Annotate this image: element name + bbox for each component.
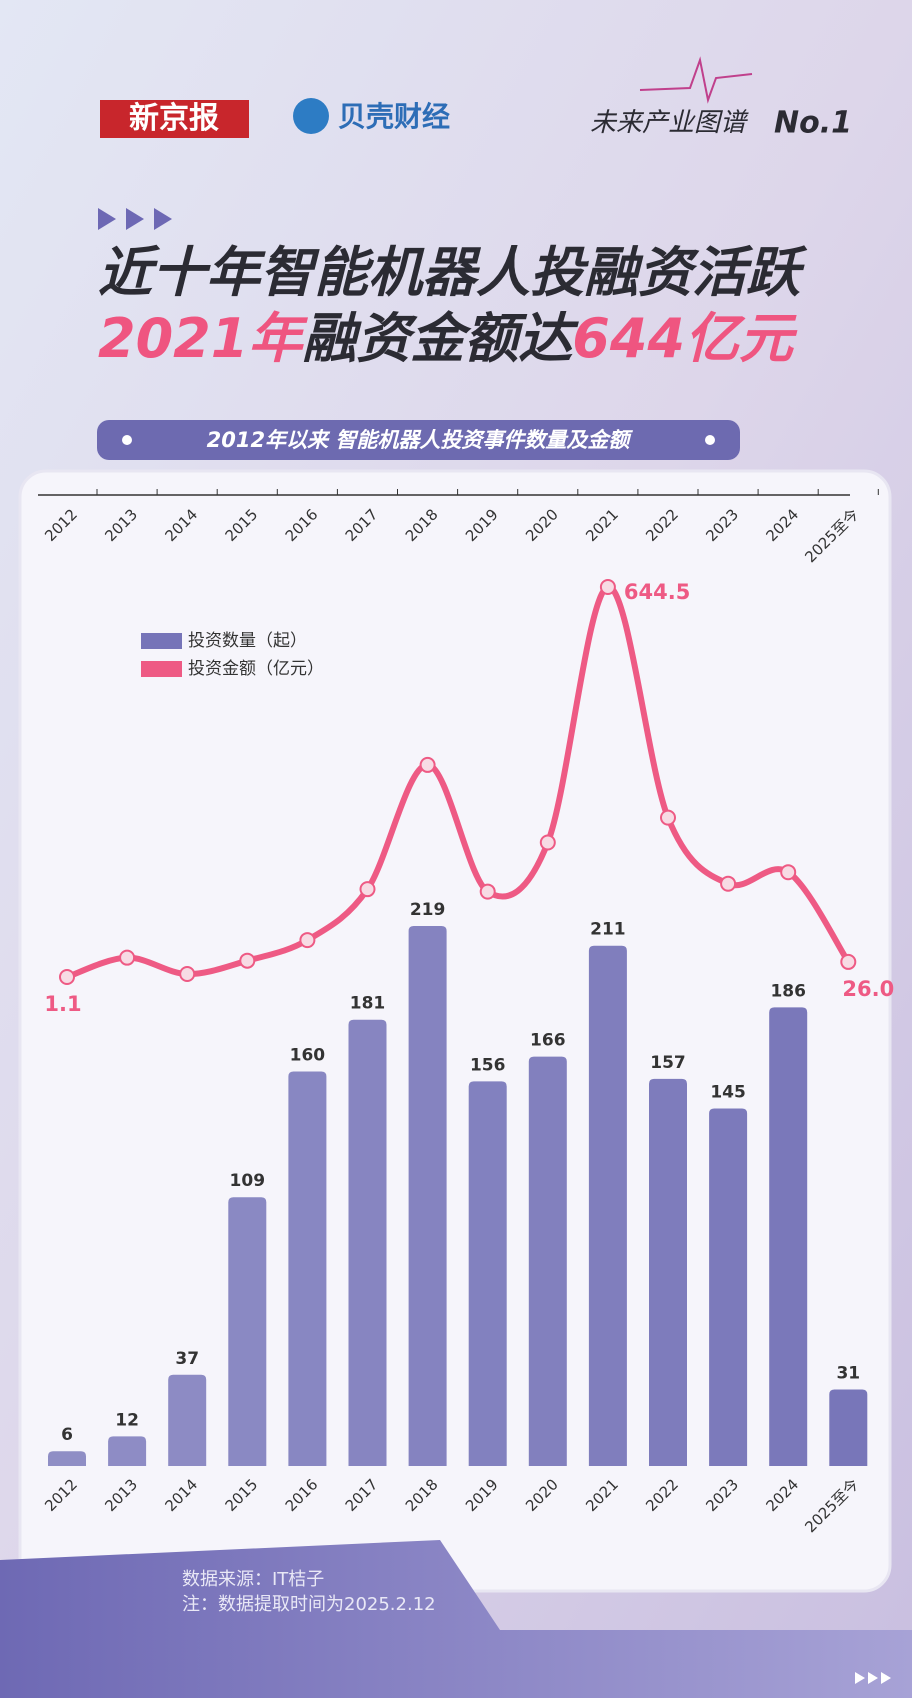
bar <box>709 1108 748 1466</box>
bar-label: 181 <box>350 994 386 1014</box>
bar <box>769 1007 808 1466</box>
bar <box>168 1374 207 1466</box>
brand: 贝壳财经 <box>338 100 450 133</box>
bar-label: 219 <box>410 900 446 920</box>
line-point <box>780 864 797 881</box>
title: 2021年融资金额达644亿元 <box>98 307 798 370</box>
bar-label: 145 <box>710 1082 746 1102</box>
line-point <box>119 949 136 966</box>
subtitle: 2012年以来 智能机器人投资事件数量及金额 <box>207 428 634 452</box>
bar-label: 211 <box>590 920 626 940</box>
bar-label: 31 <box>836 1364 860 1384</box>
bar-label: 37 <box>175 1349 199 1369</box>
bar-label: 157 <box>650 1053 686 1073</box>
bar-label: 12 <box>115 1410 139 1430</box>
line-point <box>720 875 737 892</box>
brand-box <box>100 100 249 138</box>
title: 近十年智能机器人投融资活跃 <box>98 241 808 304</box>
bar <box>649 1078 687 1466</box>
series-title: 未来产业图谱 <box>590 108 749 138</box>
title-segment: 融资金额达 <box>302 307 579 370</box>
line-point <box>599 579 616 595</box>
footer-band <box>0 1540 912 1698</box>
line-point <box>539 834 556 851</box>
bar <box>468 1081 507 1466</box>
series-no: No.1 <box>774 106 852 141</box>
bar <box>228 1197 267 1466</box>
line-point <box>840 953 857 970</box>
bar <box>528 1056 567 1466</box>
legend-label: 投资金额（亿元） <box>188 659 324 679</box>
bar-label: 6 <box>61 1425 73 1445</box>
bar-label: 166 <box>530 1031 566 1051</box>
bar-label: 109 <box>230 1171 266 1191</box>
line-point <box>419 756 436 773</box>
bar <box>408 926 447 1466</box>
line-point <box>479 883 496 900</box>
subtitle-pill <box>97 420 740 460</box>
logo-icon <box>293 98 329 134</box>
bar <box>108 1436 147 1466</box>
line-point <box>359 881 376 898</box>
bar <box>348 1019 387 1466</box>
bar-label: 156 <box>470 1055 506 1075</box>
bar <box>48 1451 86 1466</box>
title-segment: 2021年 <box>98 307 308 370</box>
title-segment: 近十年智能机器人投融资活跃 <box>98 241 808 304</box>
bar-label: 186 <box>770 981 806 1001</box>
line-point <box>239 952 256 969</box>
line-point <box>660 809 676 826</box>
source: 数据来源：IT桔子 <box>182 1569 324 1590</box>
legend-label: 投资数量（起） <box>188 631 307 651</box>
decor-pulse <box>639 56 753 104</box>
line-point <box>299 932 316 949</box>
legend-swatch <box>141 661 182 677</box>
bar <box>829 1389 868 1466</box>
bar <box>288 1071 327 1466</box>
line-point <box>59 969 75 985</box>
bar <box>588 945 627 1466</box>
decor-arrows <box>98 208 172 230</box>
decor-dot <box>122 435 132 445</box>
bar-label: 160 <box>290 1045 326 1065</box>
line-point <box>179 966 196 983</box>
line-label: 1.1 <box>44 992 81 1016</box>
brand: 新京报 <box>129 101 219 136</box>
decor-arrows <box>855 1672 891 1684</box>
decor-dot <box>705 435 715 445</box>
line-label: 644.5 <box>624 580 690 604</box>
note: 注：数据提取时间为2025.2.12 <box>182 1594 436 1615</box>
line-label: 26.0 <box>842 977 894 1001</box>
title-segment: 644亿元 <box>572 307 798 370</box>
legend-swatch <box>141 633 182 649</box>
